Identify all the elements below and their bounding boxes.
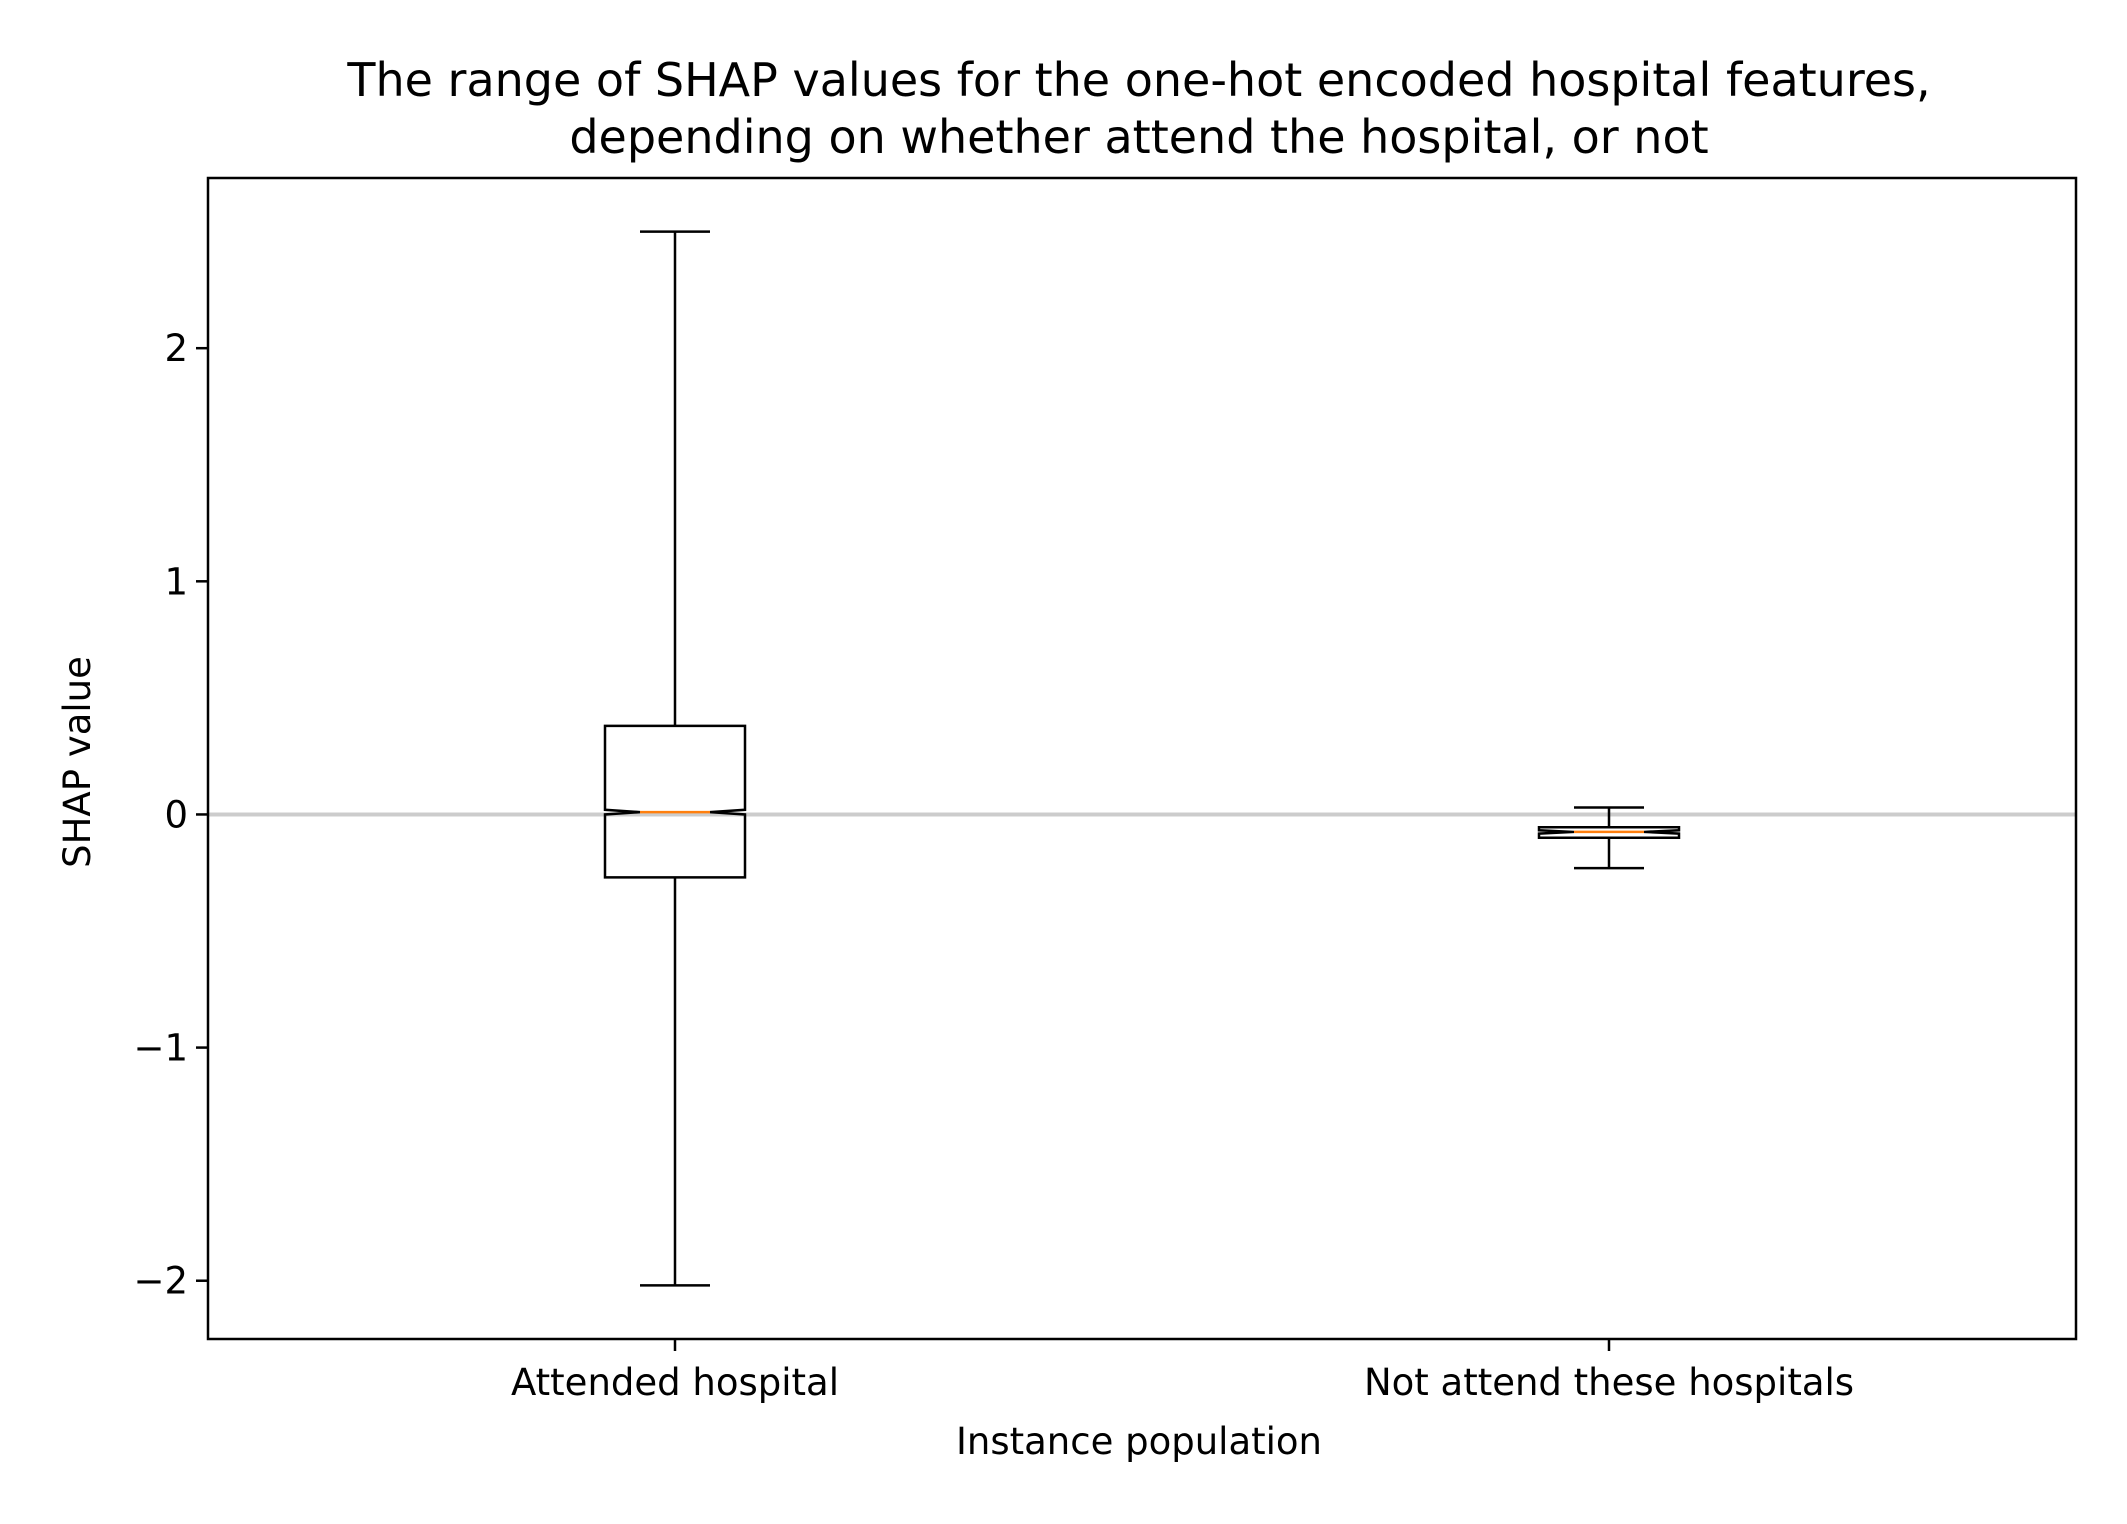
y-tick-label: 1 <box>164 560 188 603</box>
box-attended <box>603 724 747 879</box>
x-tick-label: Not attend these hospitals <box>1364 1361 1854 1404</box>
y-tick-label: −2 <box>133 1260 188 1303</box>
y-tick-label: −1 <box>133 1027 188 1070</box>
box-not-attended <box>1537 826 1681 840</box>
chart-title-line-2: depending on whether attend the hospital… <box>569 110 1708 164</box>
y-axis-label: SHAP value <box>56 656 99 868</box>
chart-title-line-1: The range of SHAP values for the one-hot… <box>346 53 1930 107</box>
x-axis-label: Instance population <box>956 1420 1322 1463</box>
axes-frame <box>206 176 2078 1341</box>
plot-area: −2 −1 0 1 2 Attended hospital Not attend these… <box>133 176 2078 1404</box>
y-tick-label: 0 <box>164 793 188 836</box>
x-tick-label: Attended hospital <box>511 1361 839 1404</box>
y-tick-label: 2 <box>164 327 188 370</box>
